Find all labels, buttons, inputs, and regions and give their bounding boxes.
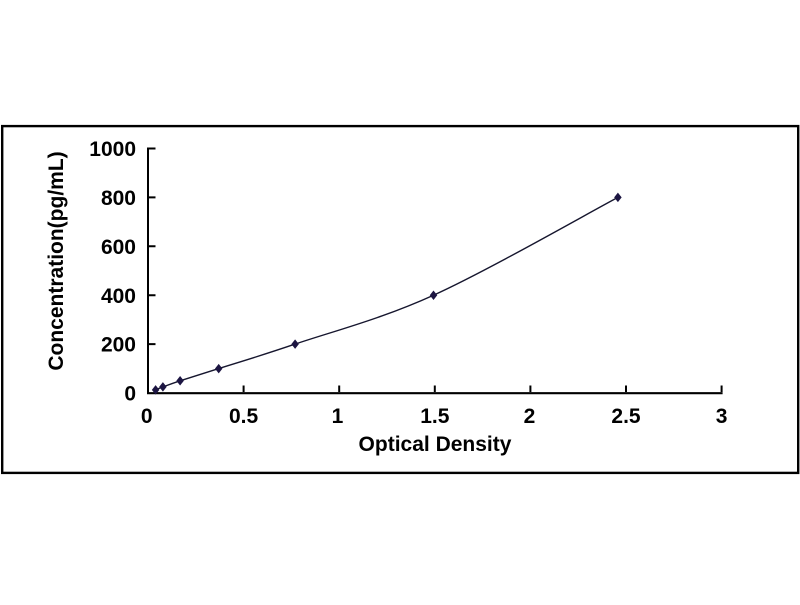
svg-text:200: 200 (101, 334, 136, 357)
svg-text:1: 1 (332, 405, 344, 428)
svg-text:0: 0 (141, 405, 153, 428)
svg-text:0: 0 (124, 383, 136, 406)
svg-text:Concentration(pg/mL): Concentration(pg/mL) (45, 151, 68, 370)
svg-text:1000: 1000 (89, 138, 136, 161)
svg-text:400: 400 (101, 285, 136, 308)
svg-text:3: 3 (716, 405, 728, 428)
svg-text:800: 800 (101, 187, 136, 210)
svg-text:0.5: 0.5 (229, 405, 259, 428)
svg-text:1.5: 1.5 (420, 405, 450, 428)
svg-text:2.5: 2.5 (611, 405, 641, 428)
svg-text:2: 2 (524, 405, 536, 428)
svg-text:Optical Density: Optical Density (359, 433, 512, 456)
svg-text:600: 600 (101, 236, 136, 259)
